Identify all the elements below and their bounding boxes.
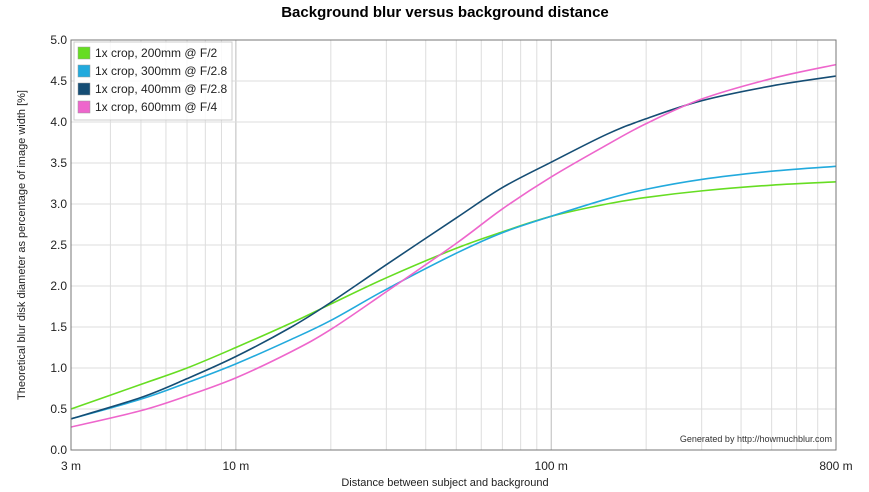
x-axis-ticks: 3 m 10 m 100 m 800 m <box>61 459 853 473</box>
legend-label-1: 1x crop, 200mm @ F/2 <box>95 46 218 60</box>
x-tick-label: 800 m <box>819 459 852 473</box>
y-tick-label: 1.0 <box>50 361 67 375</box>
y-tick-label: 3.0 <box>50 197 67 211</box>
y-tick-label: 2.0 <box>50 279 67 293</box>
legend: 1x crop, 200mm @ F/2 1x crop, 300mm @ F/2… <box>73 41 233 121</box>
plot-frame <box>70 39 837 451</box>
x-tick-label: 100 m <box>535 459 568 473</box>
series-lines <box>70 63 837 428</box>
y-tick-label: 4.0 <box>50 115 67 129</box>
legend-swatch-3 <box>77 82 91 96</box>
legend-label-4: 1x crop, 600mm @ F/4 <box>95 100 218 114</box>
x-axis-label: Distance between subject and background <box>341 477 548 489</box>
y-tick-label: 5.0 <box>50 33 67 47</box>
series-line-2 <box>70 165 837 420</box>
y-tick-label: 0.5 <box>50 402 67 416</box>
legend-swatch-1 <box>77 46 91 60</box>
legend-box <box>73 41 233 121</box>
credit-text: Generated by http://howmuchblur.com <box>680 434 832 444</box>
y-axis-label: Theoretical blur disk diameter as percen… <box>16 90 28 400</box>
x-tick-label: 10 m <box>223 459 250 473</box>
y-tick-label: 2.5 <box>50 238 67 252</box>
y-tick-label: 4.5 <box>50 74 67 88</box>
chart-title: Background blur versus background distan… <box>281 4 609 21</box>
series-line-3 <box>70 75 837 420</box>
series-line-4 <box>70 63 837 428</box>
legend-label-3: 1x crop, 400mm @ F/2.8 <box>95 82 228 96</box>
y-tick-label: 3.5 <box>50 156 67 170</box>
legend-label-2: 1x crop, 300mm @ F/2.8 <box>95 64 228 78</box>
x-tick-label: 3 m <box>61 459 81 473</box>
y-tick-label: 1.5 <box>50 320 67 334</box>
series-line-1 <box>70 181 837 410</box>
legend-swatch-2 <box>77 64 91 78</box>
y-tick-label: 0.0 <box>50 443 67 457</box>
legend-swatch-4 <box>77 100 91 114</box>
y-axis-ticks: 0.0 0.5 1.0 1.5 2.0 2.5 3.0 3.5 4.0 4.5 5.0 <box>50 33 67 457</box>
